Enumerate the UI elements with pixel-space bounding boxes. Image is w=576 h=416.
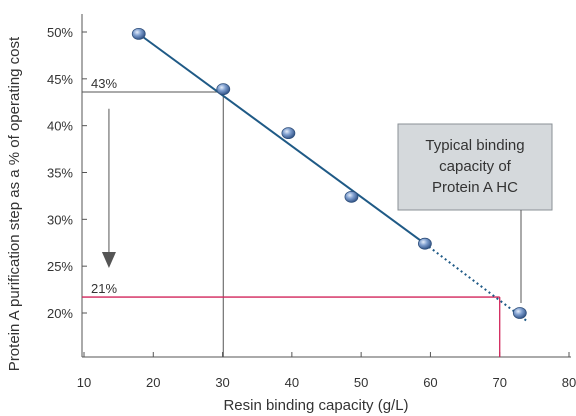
x-tick-label: 40 xyxy=(285,375,299,390)
data-point-3 xyxy=(281,127,296,140)
y-tick-label: 40% xyxy=(47,119,73,134)
callout-box: Typical binding capacity of Protein A HC xyxy=(397,123,553,303)
data-point-5 xyxy=(417,237,432,250)
data-point-2 xyxy=(216,83,231,96)
x-tick-label: 10 xyxy=(77,375,91,390)
upper-annotation-label: 43% xyxy=(91,76,117,91)
y-tick-label: 50% xyxy=(47,25,73,40)
callout-line-3: Protein A HC xyxy=(432,179,518,196)
guide-lines xyxy=(82,91,501,357)
data-points xyxy=(131,27,527,319)
data-point-1 xyxy=(131,27,146,40)
lower-annotation-label: 21% xyxy=(91,281,117,296)
arrow-head xyxy=(101,252,116,269)
x-tick-label: 80 xyxy=(562,375,576,390)
x-axis-label: Resin binding capacity (g/L) xyxy=(223,397,408,414)
trend-line-dotted xyxy=(424,242,529,323)
x-ticks: 10 20 30 40 50 60 70 80 xyxy=(77,352,576,390)
callout-line-1: Typical binding xyxy=(425,137,524,154)
y-ticks: 20% 25% 30% 35% 40% 45% 50% xyxy=(47,25,87,321)
x-tick-label: 60 xyxy=(423,375,437,390)
trend-line-solid xyxy=(138,33,426,245)
y-tick-label: 35% xyxy=(47,166,73,181)
data-point-4 xyxy=(344,190,359,203)
x-tick-label: 30 xyxy=(215,375,229,390)
data-point-6 xyxy=(512,307,527,319)
x-tick-label: 20 xyxy=(146,375,160,390)
y-tick-label: 30% xyxy=(47,212,73,227)
y-tick-label: 25% xyxy=(47,259,73,274)
y-tick-label: 45% xyxy=(47,72,73,87)
y-axis-label: Protein A purification step as a % of op… xyxy=(6,36,23,371)
down-arrow xyxy=(101,108,116,269)
x-tick-label: 50 xyxy=(354,375,368,390)
y-tick-label: 20% xyxy=(47,306,73,321)
x-tick-label: 70 xyxy=(492,375,506,390)
callout-line-2: capacity of xyxy=(439,158,512,175)
